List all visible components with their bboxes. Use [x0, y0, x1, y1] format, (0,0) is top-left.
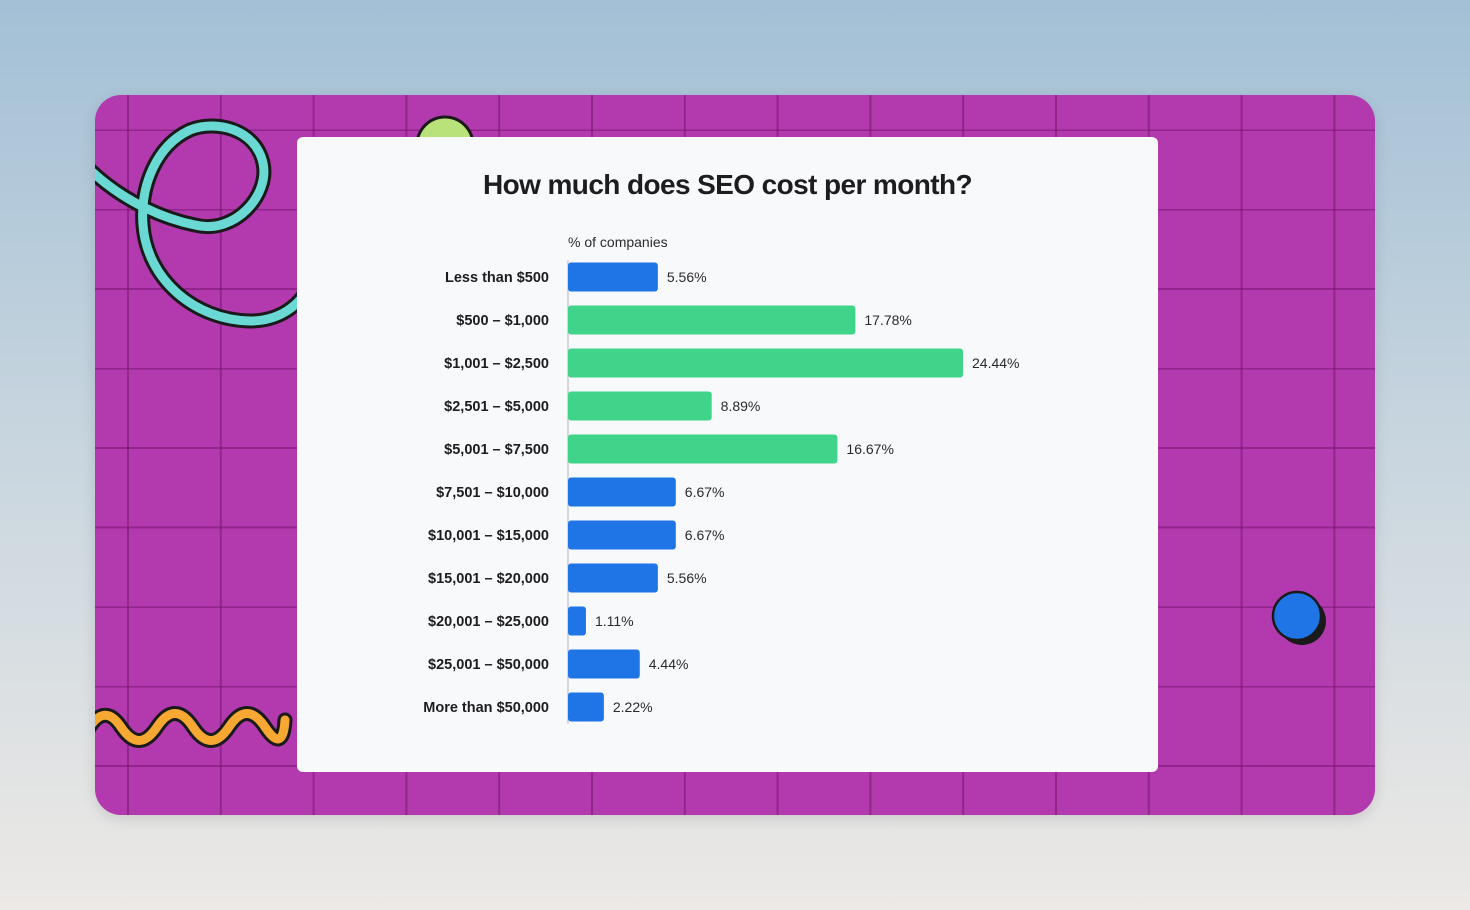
category-label: $15,001 – $20,000: [428, 571, 549, 587]
category-label: $20,001 – $25,000: [428, 614, 549, 630]
category-label: $2,501 – $5,000: [444, 399, 549, 415]
bar: [568, 391, 712, 421]
bar: [568, 348, 963, 378]
value-label: 2.22%: [613, 699, 653, 715]
bar: [568, 606, 586, 636]
x-axis-title: % of companies: [568, 234, 668, 250]
category-label: Less than $500: [445, 270, 549, 286]
bar-chart: % of companies Less than $500 5.56% $500 –…: [423, 234, 1019, 724]
category-label: $7,501 – $10,000: [436, 485, 549, 501]
bar: [568, 649, 640, 679]
value-label: 16.67%: [846, 441, 893, 457]
value-label: 6.67%: [685, 527, 725, 543]
bars-group: Less than $500 5.56% $500 – $1,000 17.78% $1…: [423, 262, 1019, 722]
bar: [568, 477, 676, 507]
bar: [568, 692, 604, 722]
bar: [568, 563, 658, 593]
value-label: 1.11%: [595, 613, 634, 629]
value-label: 5.56%: [667, 570, 707, 586]
category-label: $5,001 – $7,500: [444, 442, 549, 458]
category-label: $25,001 – $50,000: [428, 657, 549, 673]
decorations: [95, 115, 1326, 748]
value-label: 6.67%: [685, 484, 725, 500]
blue-circle-decoration: [1271, 590, 1326, 645]
bar: [568, 305, 856, 335]
teal-loop-squiggle: [95, 118, 318, 329]
bar: [568, 434, 838, 464]
category-label: $1,001 – $2,500: [444, 356, 549, 372]
bar: [568, 262, 658, 292]
category-label: More than $50,000: [423, 700, 549, 716]
value-label: 17.78%: [864, 312, 911, 328]
value-label: 24.44%: [972, 355, 1019, 371]
category-label: $10,001 – $15,000: [428, 528, 549, 544]
chart-card: How much does SEO cost per month? % of c…: [297, 137, 1158, 772]
chart-title: How much does SEO cost per month?: [483, 169, 973, 200]
slide-background: How much does SEO cost per month? % of c…: [95, 95, 1375, 815]
value-label: 8.89%: [721, 398, 761, 414]
category-label: $500 – $1,000: [456, 313, 549, 329]
value-label: 5.56%: [667, 269, 707, 285]
value-label: 4.44%: [649, 656, 689, 672]
bar: [568, 520, 676, 550]
orange-wave-squiggle: [95, 706, 293, 748]
